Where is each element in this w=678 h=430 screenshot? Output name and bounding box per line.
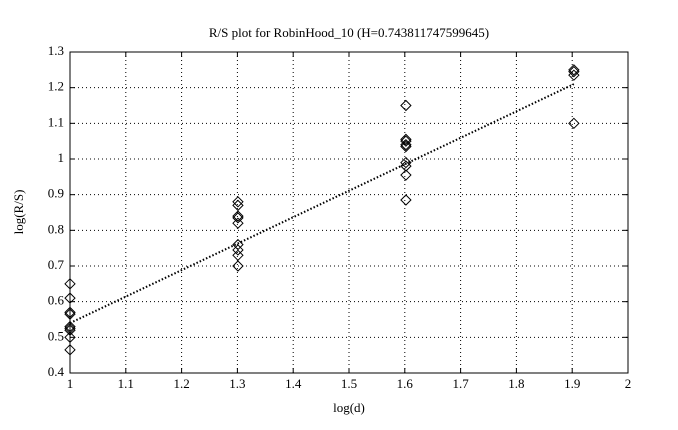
marker: [400, 133, 412, 146]
x-tick-label: 1.4: [285, 376, 302, 391]
marker: [568, 117, 580, 130]
marker: [232, 210, 244, 222]
x-tick-label: 1.6: [397, 376, 414, 391]
marker: [64, 324, 76, 336]
x-tick-label: 1.5: [341, 376, 357, 391]
x-tick-label: 1.2: [173, 376, 189, 391]
chart-title: R/S plot for RobinHood_10 (H=0.743811747…: [209, 25, 489, 40]
plot-frame: [69, 51, 629, 374]
marker: [232, 244, 244, 256]
marker: [64, 306, 76, 319]
y-tick-label: 0.8: [48, 221, 64, 236]
x-tick-label: 1.8: [508, 376, 524, 391]
x-tick-label: 2: [625, 376, 632, 391]
x-tick-label: 1.9: [564, 376, 580, 391]
marker: [568, 65, 580, 78]
y-tick-label: 1.2: [48, 79, 64, 94]
marker: [568, 69, 580, 81]
marker: [400, 135, 412, 147]
marker: [400, 140, 412, 153]
x-tick-label: 1: [67, 376, 74, 391]
marker: [64, 344, 76, 356]
marker: [232, 260, 244, 272]
y-tick-label: 0.7: [48, 257, 65, 272]
y-tick-label: 0.9: [48, 186, 64, 201]
marker: [568, 64, 580, 76]
y-tick-label: 1.1: [48, 114, 64, 129]
y-axis-label: log(R/S): [11, 190, 26, 235]
x-tick-label: 1.7: [452, 376, 469, 391]
marker: [64, 331, 76, 344]
marker: [64, 308, 76, 320]
marker: [400, 156, 412, 169]
x-tick-label: 1.1: [118, 376, 134, 391]
y-tick-label: 0.6: [48, 293, 65, 308]
marker: [64, 278, 76, 290]
marker: [232, 217, 244, 229]
marker: [400, 99, 412, 112]
x-axis-label: log(d): [333, 400, 365, 415]
y-tick-label: 0.4: [48, 364, 65, 379]
x-tick-label: 1.3: [229, 376, 245, 391]
y-tick-label: 1: [58, 150, 65, 165]
y-tick-label: 1.3: [48, 43, 64, 58]
y-tick-label: 0.5: [48, 328, 64, 343]
marker: [400, 139, 412, 151]
marker: [64, 292, 76, 304]
marker: [232, 196, 244, 208]
marker: [400, 169, 412, 181]
marker: [64, 322, 76, 335]
marker: [232, 212, 244, 224]
marker: [400, 194, 412, 206]
